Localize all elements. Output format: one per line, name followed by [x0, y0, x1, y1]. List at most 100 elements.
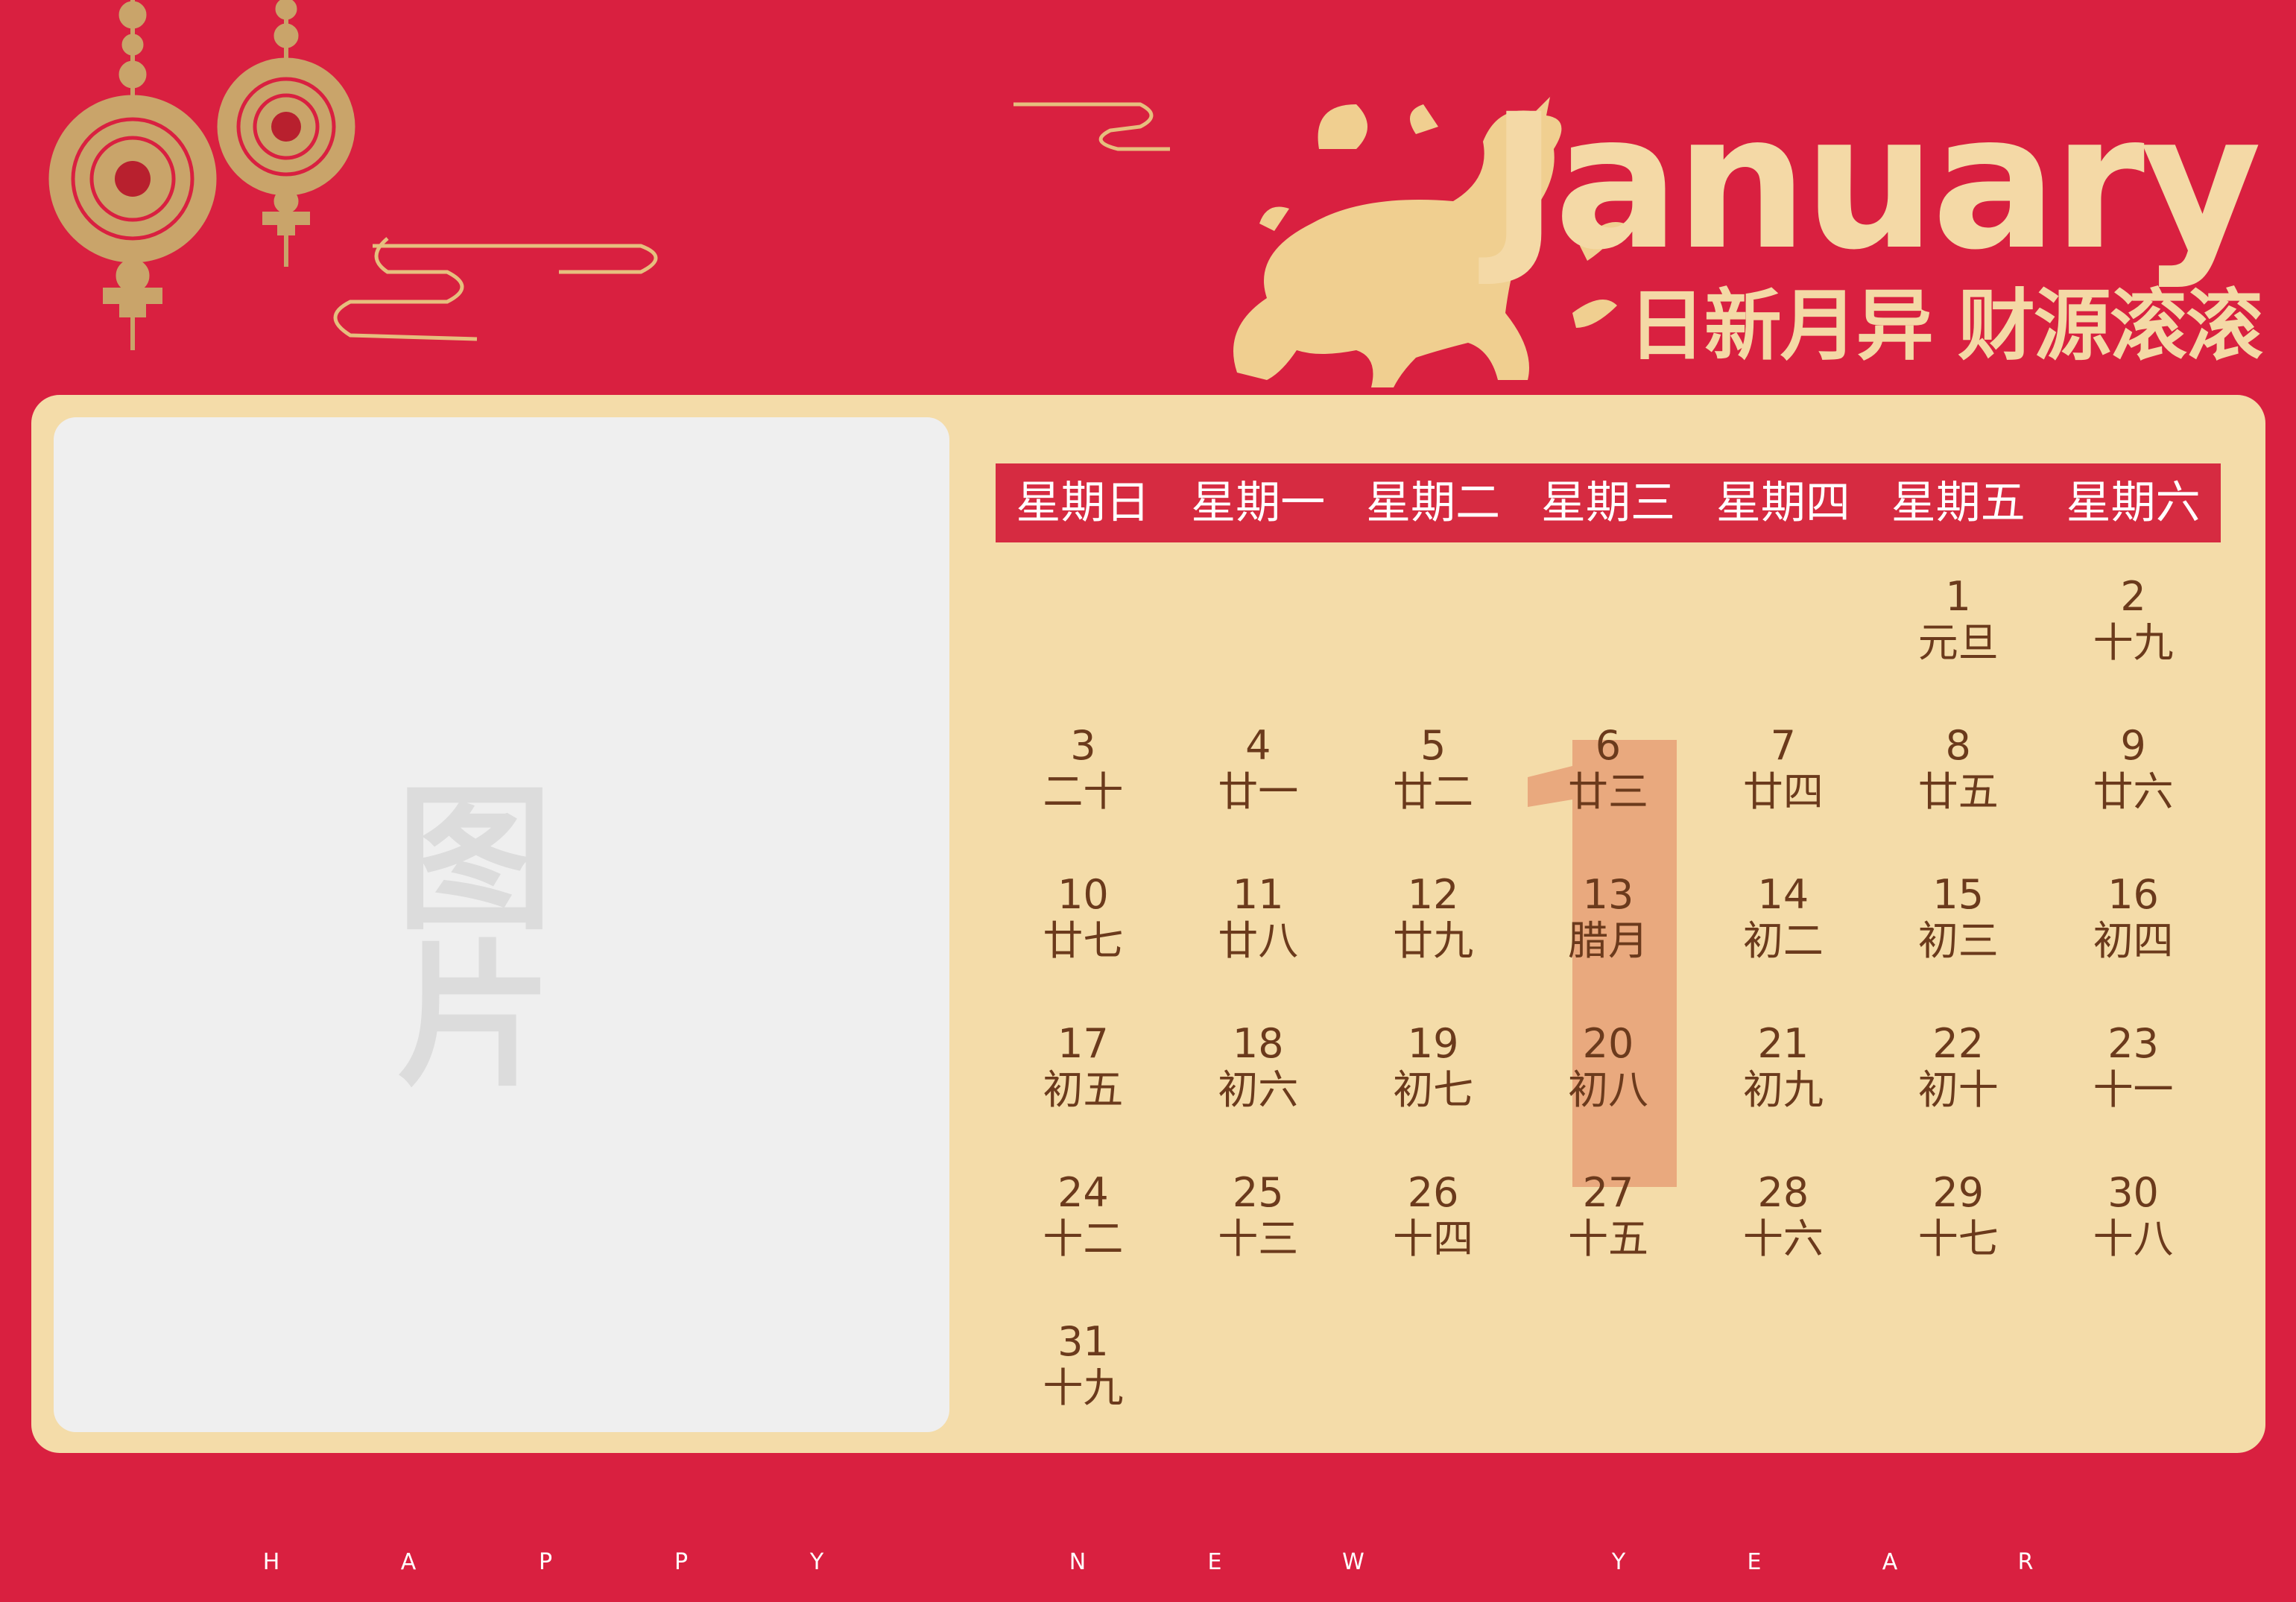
day-cell[interactable]: 16 初四 — [2046, 872, 2221, 1021]
day-cell[interactable]: 13 腊月 — [1521, 872, 1696, 1021]
hanging-ornament-left-icon — [48, 0, 217, 350]
weekday-header: 星期日 星期一 星期二 星期三 星期四 星期五 星期六 — [996, 463, 2221, 542]
lunar-date: 廿四 — [1742, 768, 1824, 815]
day-cell[interactable]: 29 十七 — [1870, 1170, 2046, 1319]
day-number: 29 — [1932, 1169, 1985, 1216]
lunar-date: 初九 — [1742, 1066, 1824, 1113]
footer-letter: N — [1069, 1549, 1087, 1575]
footer-letter: H — [262, 1549, 280, 1575]
weekday-label: 星期五 — [1891, 477, 2025, 529]
day-cell[interactable]: 4 廿一 — [1171, 723, 1346, 872]
day-cell[interactable]: 9 廿六 — [2046, 723, 2221, 872]
day-cell[interactable]: 12 廿九 — [1346, 872, 1521, 1021]
day-number: 18 — [1232, 1020, 1284, 1067]
lunar-date: 十七 — [1917, 1215, 1999, 1262]
day-number: 9 — [2120, 722, 2146, 769]
day-cell[interactable]: 30 十八 — [2046, 1170, 2221, 1319]
lunar-date: 初二 — [1742, 917, 1824, 964]
day-cell[interactable]: 10 廿七 — [996, 872, 1171, 1021]
footer-letter: E — [1747, 1549, 1762, 1575]
day-cell[interactable]: 31 十九 — [996, 1319, 1171, 1468]
lunar-date: 初六 — [1218, 1066, 1299, 1113]
day-number: 23 — [2107, 1020, 2159, 1067]
weekday-label: 星期六 — [2066, 477, 2201, 529]
day-number: 31 — [1057, 1318, 1109, 1365]
lunar-date: 十八 — [2093, 1215, 2174, 1262]
day-cell[interactable]: 26 十四 — [1346, 1170, 1521, 1319]
footer-letter: R — [2017, 1549, 2034, 1575]
lunar-date: 十九 — [1043, 1364, 1124, 1411]
lunar-date: 初七 — [1393, 1066, 1474, 1113]
day-number: 15 — [1932, 871, 1985, 918]
footer-letter: Y — [809, 1549, 824, 1575]
lunar-date: 廿三 — [1567, 768, 1648, 815]
day-cell[interactable]: 28 十六 — [1695, 1170, 1870, 1319]
day-number: 16 — [2107, 871, 2159, 918]
day-cell[interactable]: 8 廿五 — [1870, 723, 2046, 872]
footer-letter: P — [674, 1549, 689, 1575]
day-number: 6 — [1595, 722, 1622, 769]
day-cell[interactable]: 11 廿八 — [1171, 872, 1346, 1021]
header-decorations — [48, 0, 1625, 387]
day-cell[interactable]: 18 初六 — [1171, 1021, 1346, 1170]
lunar-date: 廿七 — [1043, 917, 1124, 964]
day-cell[interactable]: 22 初十 — [1870, 1021, 2046, 1170]
day-number: 24 — [1057, 1169, 1109, 1216]
day-number: 14 — [1757, 871, 1809, 918]
day-number: 19 — [1407, 1020, 1459, 1067]
day-cell[interactable]: 15 初三 — [1870, 872, 2046, 1021]
lunar-date: 十二 — [1043, 1215, 1124, 1262]
footer-letter: A — [400, 1549, 417, 1575]
lunar-date: 初五 — [1043, 1066, 1124, 1113]
footer-letter: E — [1207, 1549, 1222, 1575]
weekday-label: 星期二 — [1366, 477, 1501, 529]
lunar-date: 十三 — [1218, 1215, 1299, 1262]
lunar-date: 廿九 — [1393, 917, 1474, 964]
lunar-date: 腊月 — [1567, 917, 1648, 964]
day-number: 1 — [1945, 573, 1971, 620]
day-cell[interactable]: 20 初八 — [1521, 1021, 1696, 1170]
photo-placeholder-label: 图片 — [396, 769, 553, 1108]
day-cell[interactable]: 25 十三 — [1171, 1170, 1346, 1319]
day-cell[interactable]: 24 十二 — [996, 1170, 1171, 1319]
day-number: 22 — [1932, 1020, 1985, 1067]
lunar-date: 初十 — [1917, 1066, 1999, 1113]
lunar-date: 廿六 — [2093, 768, 2174, 815]
day-number: 10 — [1057, 871, 1109, 918]
lunar-date: 十五 — [1567, 1215, 1648, 1262]
lunar-date: 十一 — [2093, 1066, 2174, 1113]
day-cell[interactable]: 19 初七 — [1346, 1021, 1521, 1170]
day-cell[interactable]: 5 廿二 — [1346, 723, 1521, 872]
day-cell[interactable]: 23 十一 — [2046, 1021, 2221, 1170]
weekday-label: 星期三 — [1541, 477, 1675, 529]
lunar-date: 初三 — [1917, 917, 1999, 964]
day-cell[interactable]: 6 廿三 — [1521, 723, 1696, 872]
day-cell[interactable]: 1 元旦 — [1870, 574, 2046, 723]
footer-letter: P — [538, 1549, 553, 1575]
lunar-date: 初四 — [2093, 917, 2174, 964]
weekday-label: 星期一 — [1191, 477, 1326, 529]
day-cell[interactable]: 27 十五 — [1521, 1170, 1696, 1319]
day-number: 30 — [2107, 1169, 2159, 1216]
day-cell[interactable]: 7 廿四 — [1695, 723, 1870, 872]
day-cell[interactable]: 17 初五 — [996, 1021, 1171, 1170]
photo-placeholder[interactable]: 图片 — [54, 417, 949, 1432]
day-number: 27 — [1582, 1169, 1634, 1216]
day-cell[interactable]: 2 十九 — [2046, 574, 2221, 723]
cloud-swirl-icon — [333, 102, 1170, 341]
day-cell[interactable]: 3 二十 — [996, 723, 1171, 872]
lunar-date: 廿八 — [1218, 917, 1299, 964]
day-number: 12 — [1407, 871, 1459, 918]
day-number: 7 — [1770, 722, 1797, 769]
day-number: 11 — [1232, 871, 1284, 918]
lunar-date: 元旦 — [1917, 619, 1999, 666]
weekday-label: 星期四 — [1715, 477, 1850, 529]
day-cell[interactable]: 21 初九 — [1695, 1021, 1870, 1170]
day-cell[interactable]: 14 初二 — [1695, 872, 1870, 1021]
day-number: 25 — [1232, 1169, 1284, 1216]
lunar-date: 十九 — [2093, 619, 2174, 666]
day-number: 8 — [1945, 722, 1971, 769]
footer-letter: Y — [1611, 1549, 1626, 1575]
